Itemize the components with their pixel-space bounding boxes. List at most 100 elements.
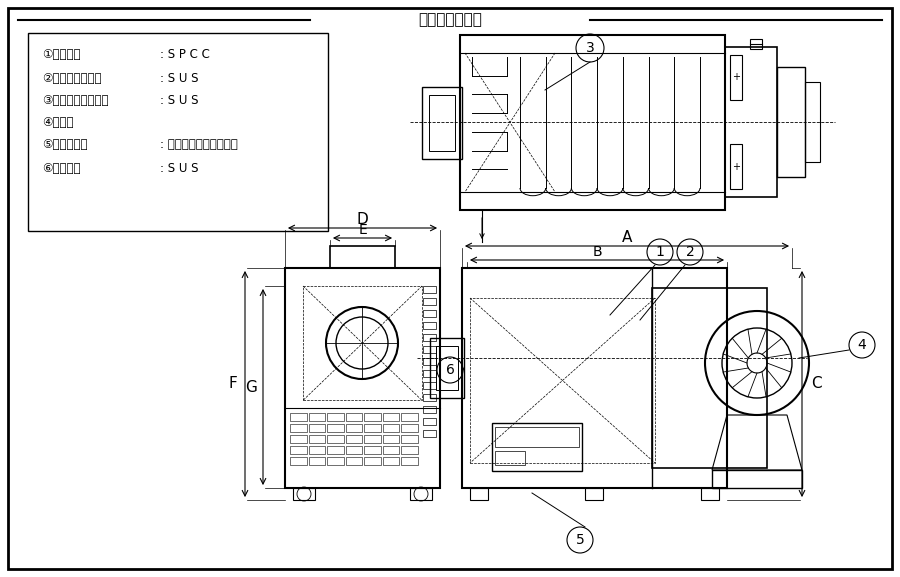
Bar: [423, 382, 436, 389]
Text: 4: 4: [858, 338, 867, 352]
Bar: [382, 447, 400, 455]
Bar: [327, 458, 344, 466]
Bar: [293, 488, 315, 500]
Bar: [327, 436, 344, 443]
Bar: [460, 35, 725, 210]
Text: : S U S: : S U S: [160, 162, 199, 174]
Bar: [364, 413, 381, 421]
Text: 【外観・寸法】: 【外観・寸法】: [418, 13, 482, 28]
Bar: [436, 346, 458, 390]
Bar: [429, 95, 455, 151]
Text: : S P C C: : S P C C: [160, 48, 210, 62]
Text: E: E: [358, 223, 367, 237]
Bar: [327, 447, 344, 455]
Bar: [423, 334, 436, 341]
Bar: [422, 87, 462, 159]
Bar: [290, 447, 307, 455]
Text: 6: 6: [446, 363, 454, 377]
Bar: [330, 246, 395, 268]
Text: C: C: [811, 377, 822, 392]
Bar: [401, 447, 418, 455]
Text: G: G: [245, 380, 256, 395]
Text: : デジタル、シートキー: : デジタル、シートキー: [160, 138, 238, 152]
Bar: [423, 358, 436, 365]
Bar: [364, 425, 381, 432]
Text: ①フレーム: ①フレーム: [42, 48, 80, 62]
Bar: [495, 427, 579, 447]
Bar: [290, 458, 307, 466]
Bar: [470, 488, 488, 500]
Bar: [423, 310, 436, 317]
Bar: [777, 67, 805, 177]
Text: D: D: [356, 212, 368, 227]
Bar: [346, 458, 363, 466]
Text: 1: 1: [655, 245, 664, 259]
Bar: [492, 423, 582, 471]
Bar: [28, 33, 328, 231]
Bar: [382, 425, 400, 432]
Bar: [401, 458, 418, 466]
Text: ③ヒータエレメント: ③ヒータエレメント: [42, 93, 109, 107]
Bar: [423, 394, 436, 401]
Bar: [285, 268, 440, 488]
Bar: [382, 436, 400, 443]
Bar: [423, 406, 436, 413]
Text: : S U S: : S U S: [160, 93, 199, 107]
Bar: [346, 425, 363, 432]
Bar: [470, 298, 655, 463]
Text: 5: 5: [576, 533, 584, 547]
Bar: [730, 55, 742, 100]
Bar: [495, 451, 525, 465]
Bar: [382, 413, 400, 421]
Bar: [309, 425, 325, 432]
Bar: [364, 436, 381, 443]
Bar: [430, 338, 464, 398]
Text: F: F: [229, 377, 238, 392]
Bar: [462, 268, 727, 488]
Text: +: +: [732, 73, 740, 83]
Text: ②ヒータボックス: ②ヒータボックス: [42, 72, 102, 84]
Bar: [309, 436, 325, 443]
Bar: [364, 458, 381, 466]
Bar: [423, 322, 436, 329]
Bar: [423, 370, 436, 377]
Bar: [423, 346, 436, 353]
Text: B: B: [592, 245, 602, 259]
Text: : S U S: : S U S: [160, 72, 199, 84]
Bar: [725, 47, 777, 197]
Bar: [309, 447, 325, 455]
Bar: [309, 458, 325, 466]
Text: +: +: [732, 162, 740, 171]
Bar: [652, 288, 767, 468]
Bar: [346, 447, 363, 455]
Bar: [401, 436, 418, 443]
Bar: [585, 488, 603, 500]
Bar: [303, 286, 422, 400]
Text: ⑥吹出し口: ⑥吹出し口: [42, 162, 80, 174]
Bar: [730, 144, 742, 189]
Text: 3: 3: [586, 41, 594, 55]
Bar: [327, 413, 344, 421]
Bar: [290, 436, 307, 443]
Bar: [423, 286, 436, 293]
Bar: [712, 470, 802, 488]
Bar: [410, 488, 432, 500]
Text: ⑤操作パネル: ⑤操作パネル: [42, 138, 87, 152]
Bar: [701, 488, 719, 500]
Bar: [309, 413, 325, 421]
Bar: [290, 413, 307, 421]
Bar: [423, 418, 436, 425]
Text: A: A: [622, 230, 632, 245]
Bar: [805, 82, 820, 162]
Bar: [750, 39, 762, 49]
Bar: [423, 430, 436, 437]
Text: 2: 2: [686, 245, 695, 259]
Bar: [401, 425, 418, 432]
Bar: [401, 413, 418, 421]
Bar: [327, 425, 344, 432]
Text: ④送風機: ④送風機: [42, 115, 74, 129]
Bar: [382, 458, 400, 466]
Bar: [364, 447, 381, 455]
Bar: [290, 425, 307, 432]
Bar: [346, 436, 363, 443]
